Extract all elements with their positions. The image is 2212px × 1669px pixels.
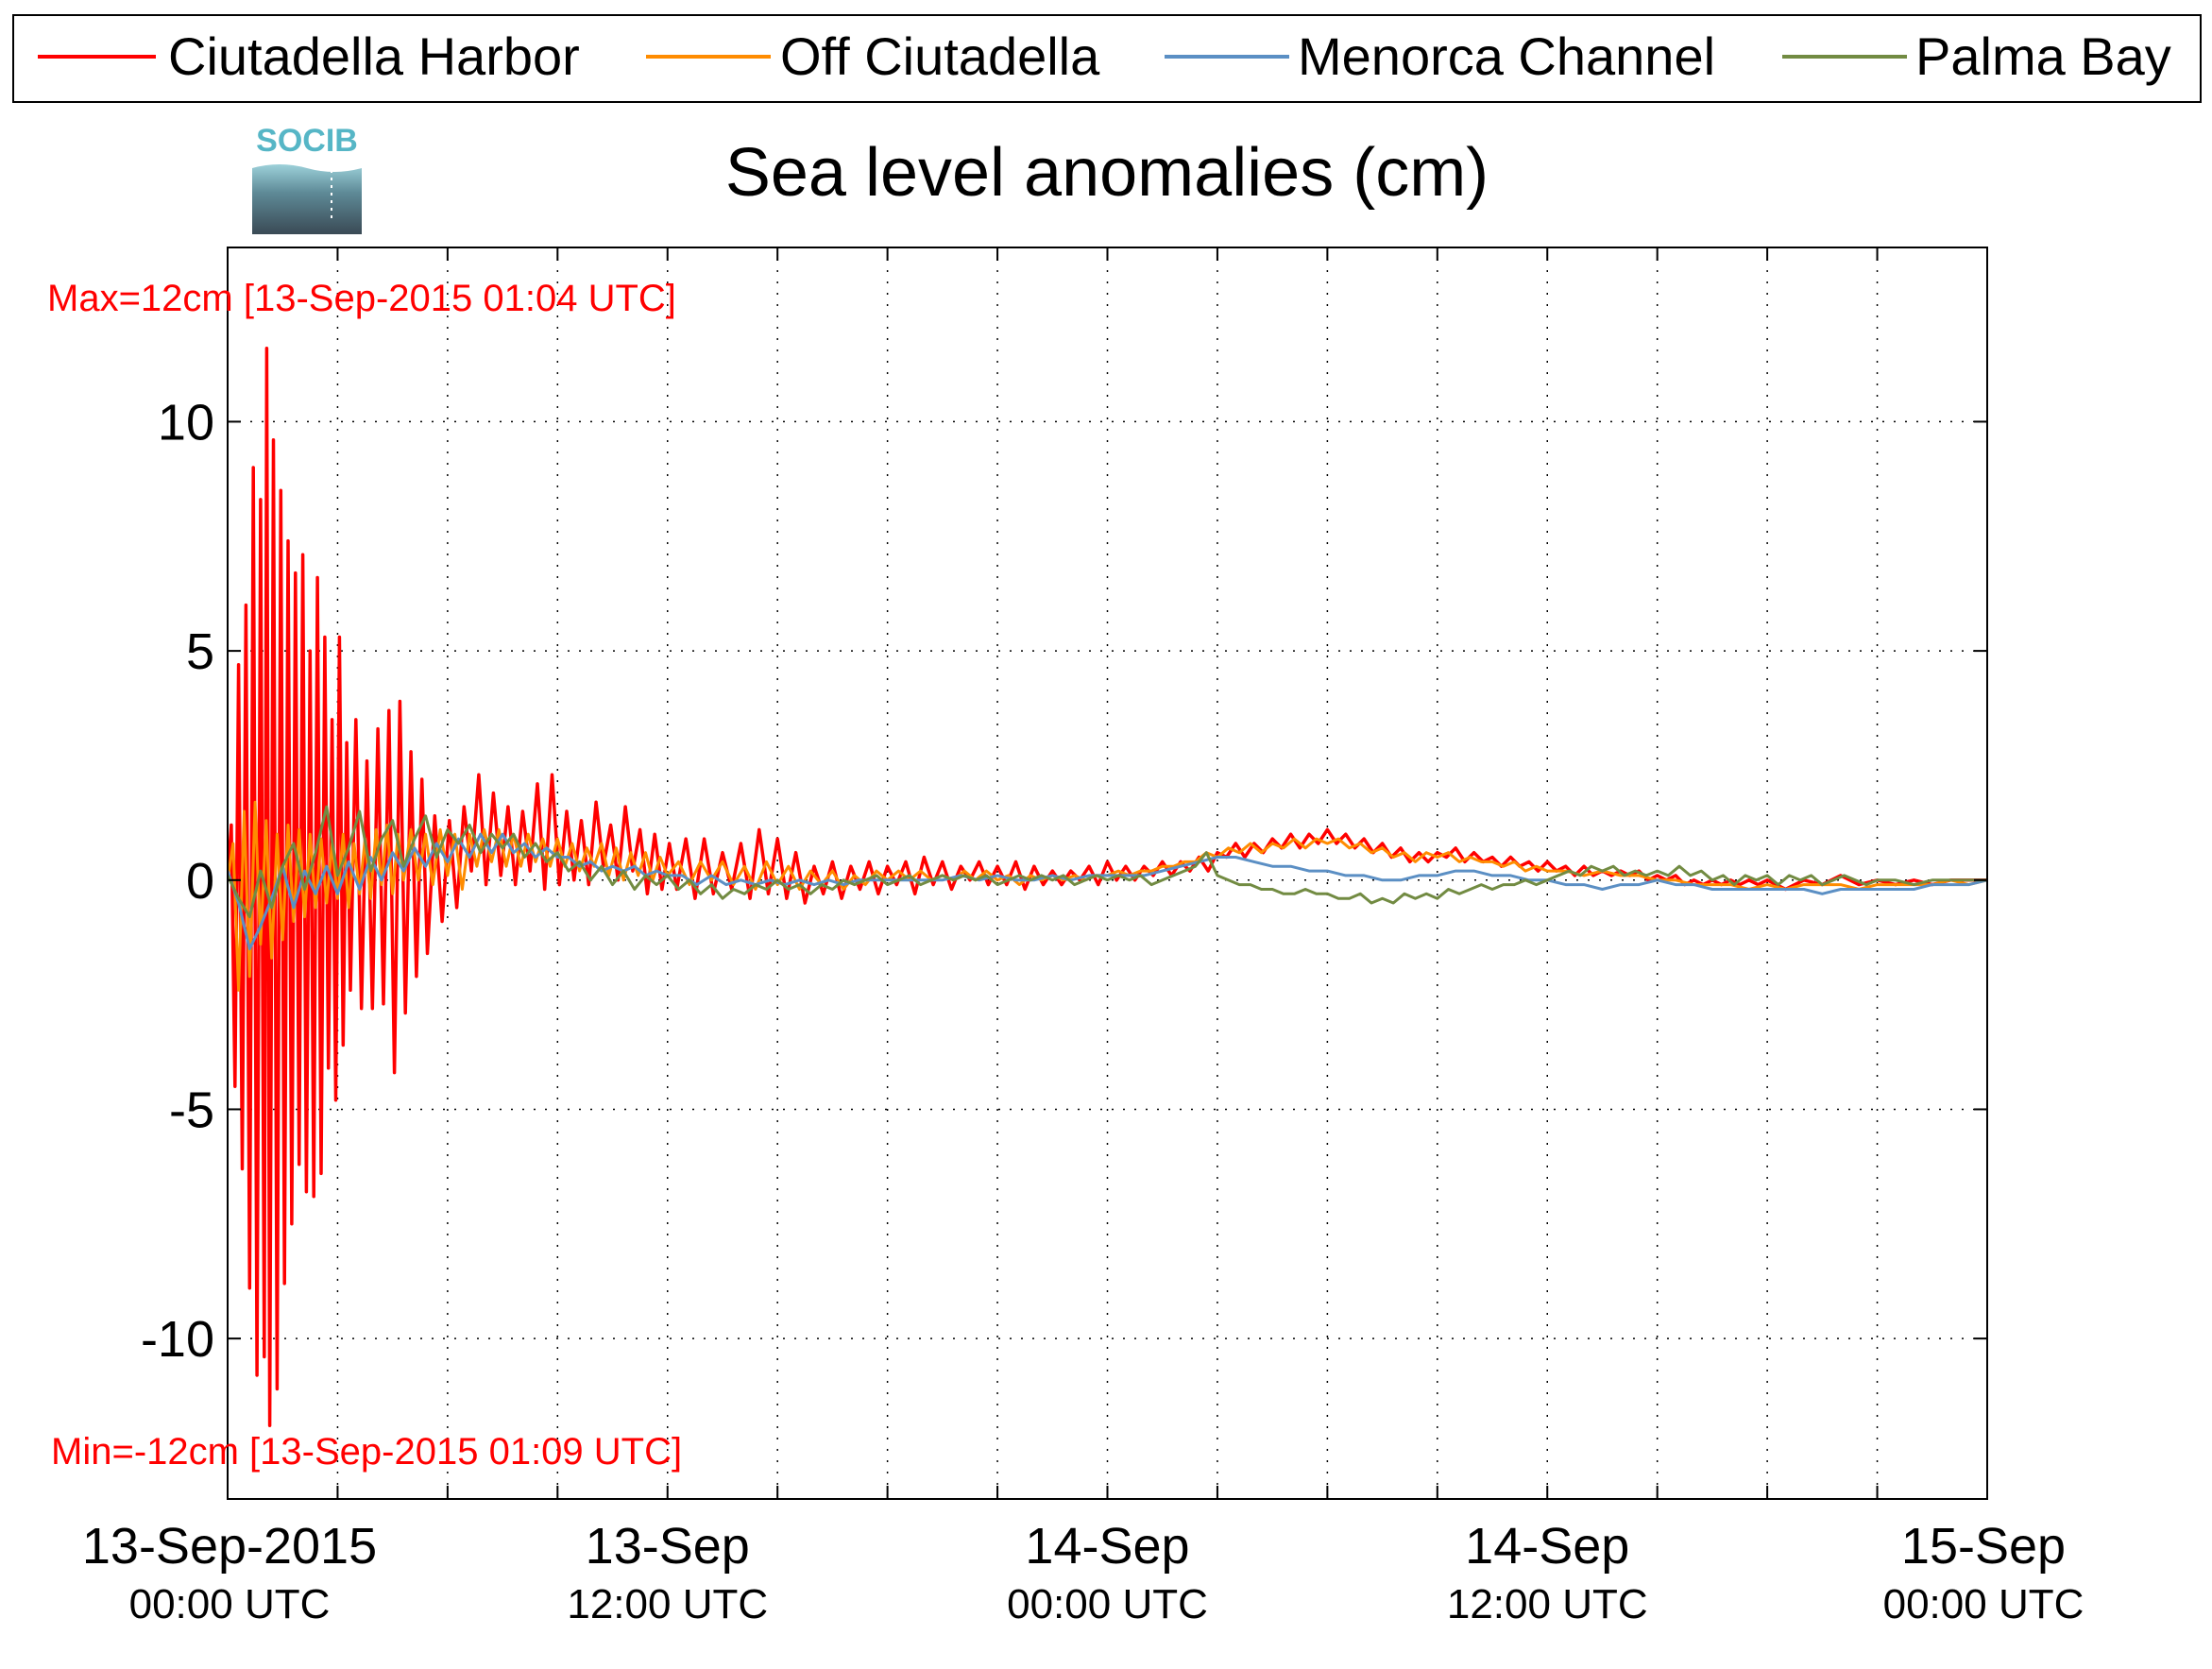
legend-label: Palma Bay [1915, 26, 2171, 86]
y-tick-label: -10 [141, 1311, 214, 1368]
y-tick-label: 0 [186, 853, 214, 910]
x-tick-label-date: 15-Sep [1901, 1518, 2066, 1575]
x-axis-labels: 13-Sep-2015 00:00 UTC 13-Sep 12:00 UTC 14-Se… [82, 1518, 2084, 1627]
x-tick-label-date: 13-Sep-2015 [82, 1518, 377, 1575]
x-tick-label-time: 12:00 UTC [1447, 1581, 1648, 1627]
y-tick-label: 5 [186, 623, 214, 680]
legend-label: Ciutadella Harbor [168, 26, 580, 86]
x-tick-label-time: 00:00 UTC [129, 1581, 331, 1627]
min-annotation: Min=-12cm [13-Sep-2015 01:09 UTC] [51, 1431, 682, 1473]
axis-ticks [227, 247, 1988, 1499]
x-tick-label-date: 13-Sep [586, 1518, 750, 1575]
socib-logo: SOCIB [252, 123, 362, 234]
x-tick-label-time: 00:00 UTC [1007, 1581, 1208, 1627]
x-tick-label-time: 00:00 UTC [1883, 1581, 2084, 1627]
x-tick-label-date: 14-Sep [1025, 1518, 1189, 1575]
plot-area [228, 247, 1987, 1499]
series-line-palma-bay [228, 805, 1987, 919]
y-tick-label: 10 [158, 394, 214, 451]
max-annotation: Max=12cm [13-Sep-2015 01:04 UTC] [47, 278, 676, 319]
x-tick-label-time: 12:00 UTC [567, 1581, 768, 1627]
y-tick-label: -5 [169, 1081, 214, 1138]
legend-label: Off Ciutadella [780, 26, 1100, 86]
series-lines [228, 347, 1987, 1428]
grid [228, 247, 1987, 1499]
x-tick-label-date: 14-Sep [1465, 1518, 1629, 1575]
logo-text: SOCIB [256, 123, 358, 159]
legend: Ciutadella Harbor Off Ciutadella Menorca C… [12, 14, 2202, 103]
series-line-off-ciutadella [228, 800, 1987, 992]
chart-title: Sea level anomalies (cm) [725, 135, 1489, 211]
legend-label: Menorca Channel [1298, 26, 1715, 86]
y-axis-labels: 10 5 0 -5 -10 [141, 394, 214, 1368]
logo-wave [252, 159, 362, 172]
